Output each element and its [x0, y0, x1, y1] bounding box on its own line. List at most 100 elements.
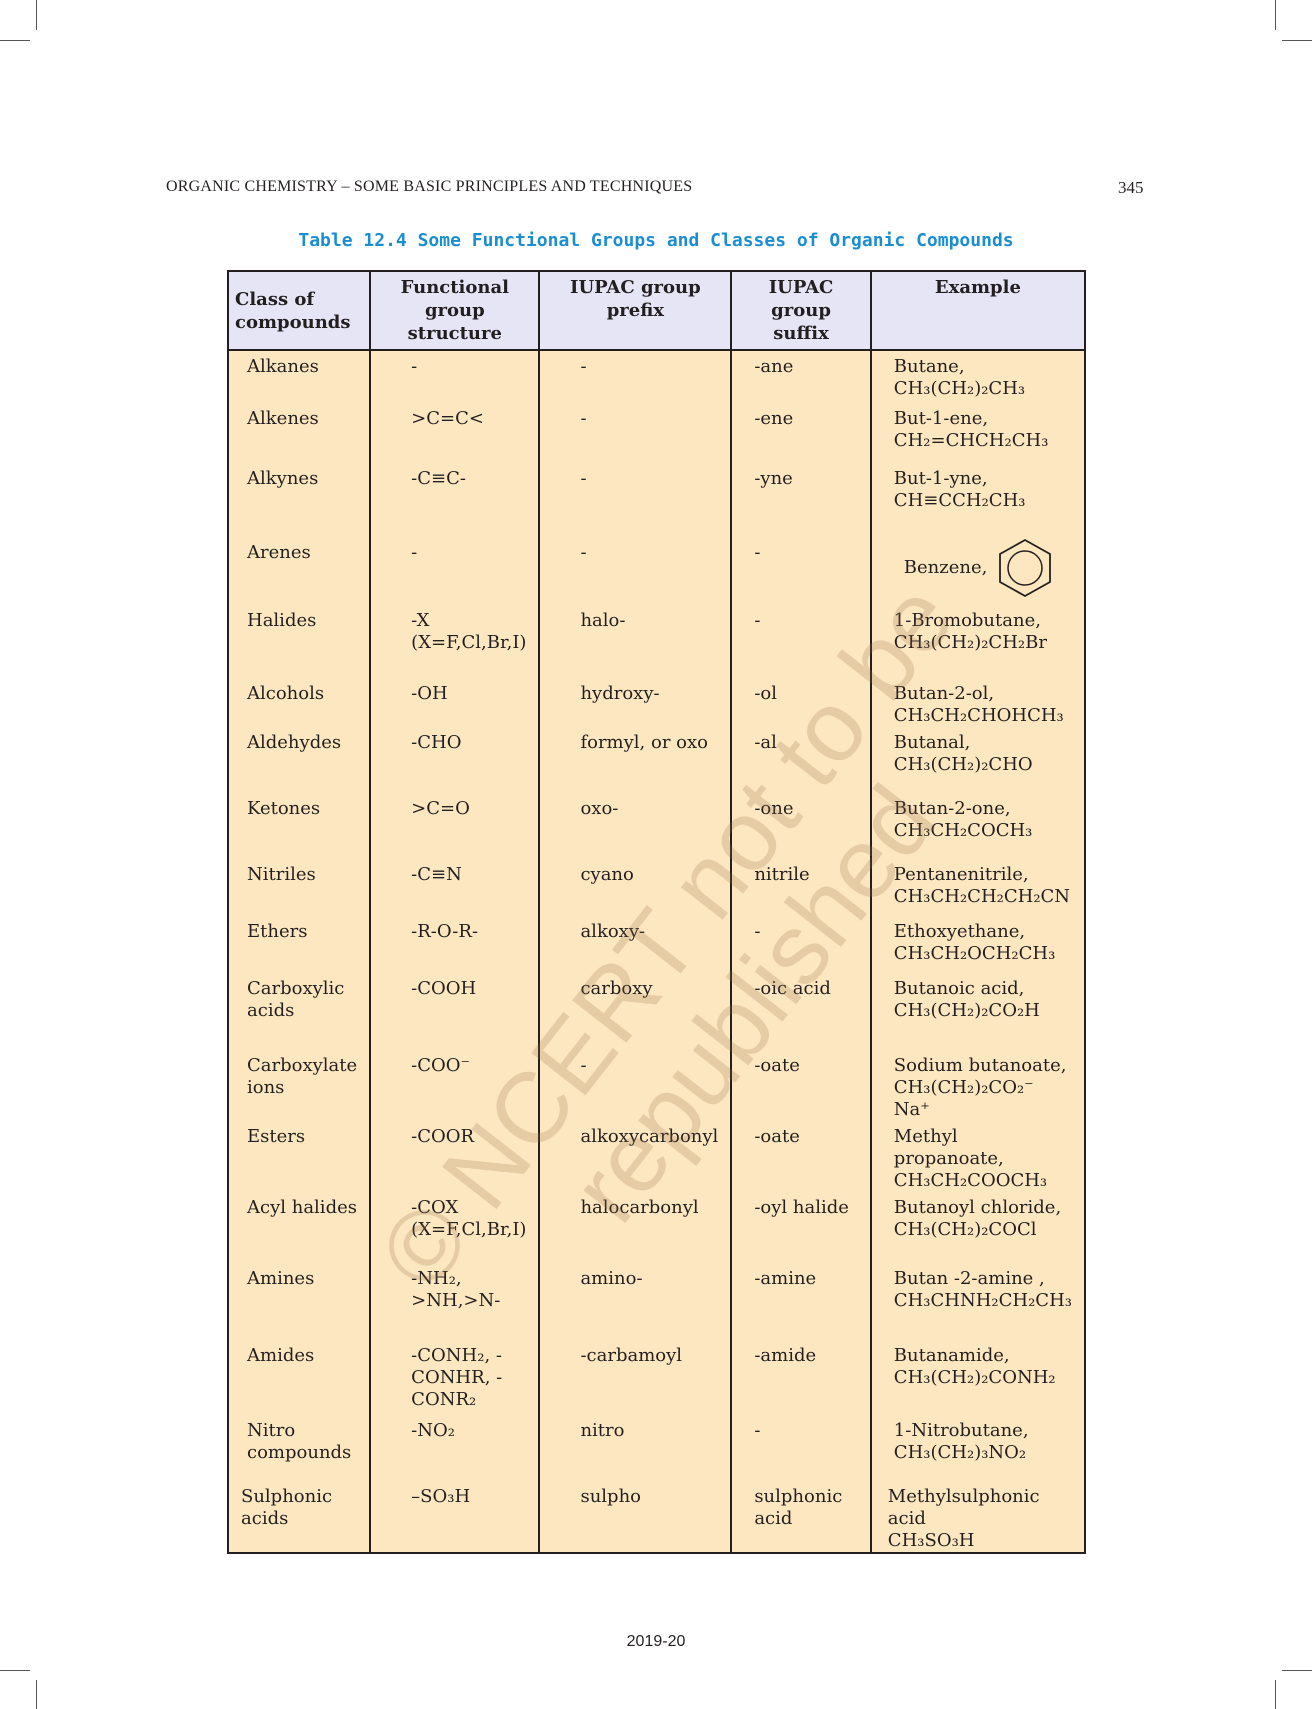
cell-structure: -NO₂	[369, 1415, 541, 1481]
table-row: Amides -CONH₂, -CONHR, -CONR₂ -carbamoyl -a…	[226, 1340, 1087, 1415]
example-name: Butan-2-ol,	[893, 683, 995, 704]
cell-suffix: -oate	[730, 1121, 872, 1192]
cell-suffix: nitrile	[730, 859, 872, 916]
cell-structure: –SO₃H	[369, 1481, 541, 1553]
cell-structure: -X (X=F,Cl,Br,I)	[369, 605, 541, 678]
cell-example: Methylsulphonic acid CH₃SO₃H	[869, 1481, 1087, 1553]
cell-suffix: -ol	[730, 678, 872, 727]
cell-suffix: -al	[730, 727, 872, 793]
table-header-row: Class of compounds Functional group stru…	[226, 270, 1087, 351]
example-formula: CH₃(CH₂)₂CONH₂	[893, 1367, 1056, 1388]
cell-prefix: -	[538, 1050, 733, 1121]
crop-mark	[1282, 40, 1312, 41]
crop-mark	[36, 1680, 37, 1709]
header-example: Example	[869, 270, 1087, 351]
cell-structure: -NH₂, >NH,>N-	[369, 1263, 541, 1340]
cell-example: Butan-2-one, CH₃CH₂COCH₃	[869, 793, 1087, 859]
cell-prefix: -	[538, 463, 733, 537]
functional-groups-table: Class of compounds Functional group stru…	[226, 270, 1087, 1554]
cell-example: Methyl propanoate, CH₃CH₂COOCH₃	[869, 1121, 1087, 1192]
header-class: Class of compounds	[226, 270, 372, 351]
crop-mark	[1275, 0, 1276, 30]
crop-mark	[1282, 1670, 1312, 1671]
cell-suffix: -ene	[730, 403, 872, 463]
benzene-ring-icon	[999, 538, 1052, 598]
cell-class: Ethers	[226, 916, 372, 973]
cell-class: Aldehydes	[226, 727, 372, 793]
cell-class: Alkenes	[226, 403, 372, 463]
example-formula: CH₃CH₂CHOHCH₃	[893, 705, 1064, 726]
table-row: Esters -COOR alkoxycarbonyl -oate Methyl pro…	[226, 1121, 1087, 1192]
table-row: Alkenes >C=C< - -ene But-1-ene, CH₂=CHCH₂CH₃	[226, 403, 1087, 463]
table-row: Nitriles -C≡N cyano nitrile Pentanenitrile, C…	[226, 859, 1087, 916]
cell-prefix: amino-	[538, 1263, 733, 1340]
cell-example: Butane, CH₃(CH₂)₂CH₃	[869, 350, 1087, 403]
cell-prefix: halo-	[538, 605, 733, 678]
table-row: Acyl halides -COX (X=F,Cl,Br,I) halocarbon…	[226, 1192, 1087, 1263]
cell-class: Carboxylic acids	[226, 973, 372, 1050]
table-row: Aldehydes -CHO formyl, or oxo -al Butanal, CH…	[226, 727, 1087, 793]
cell-suffix: -	[730, 537, 872, 605]
cell-prefix: nitro	[538, 1415, 733, 1481]
example-formula: CH₃CH₂COOCH₃	[893, 1170, 1048, 1191]
cell-prefix: cyano	[538, 859, 733, 916]
table-row: Arenes - - - Benzene,	[226, 537, 1087, 605]
example-name: Methyl propanoate,	[893, 1126, 1004, 1169]
cell-example: Butan-2-ol, CH₃CH₂CHOHCH₃	[869, 678, 1087, 727]
page-number: 345	[1118, 178, 1144, 197]
cell-example: Butanamide, CH₃(CH₂)₂CONH₂	[869, 1340, 1087, 1415]
example-formula: CH₃SO₃H	[887, 1530, 975, 1551]
cell-example: But-1-ene, CH₂=CHCH₂CH₃	[869, 403, 1087, 463]
example-formula: CH₃(CH₂)₂CH₃	[893, 378, 1026, 399]
example-name: Pentanenitrile,	[893, 864, 1029, 885]
cell-example: Butanoyl chloride, CH₃(CH₂)₂COCl	[869, 1192, 1087, 1263]
example-formula: CH₂=CHCH₂CH₃	[893, 430, 1049, 451]
cell-class: Acyl halides	[226, 1192, 372, 1263]
cell-prefix: -carbamoyl	[538, 1340, 733, 1415]
example-name: Butane,	[893, 356, 965, 377]
cell-class: Nitro compounds	[226, 1415, 372, 1481]
cell-structure: -OH	[369, 678, 541, 727]
cell-suffix: -	[730, 1415, 872, 1481]
cell-example: Pentanenitrile, CH₃CH₂CH₂CH₂CN	[869, 859, 1087, 916]
cell-structure: -C≡N	[369, 859, 541, 916]
table-row: Carboxylic acids -COOH carboxy -oic acid But…	[226, 973, 1087, 1050]
cell-prefix: -	[538, 350, 733, 403]
example-name: But-1-yne,	[893, 468, 988, 489]
cell-class: Carboxylate ions	[226, 1050, 372, 1121]
cell-class: Arenes	[226, 537, 372, 605]
cell-prefix: halocarbonyl	[538, 1192, 733, 1263]
example-formula: CH₃CH₂COCH₃	[893, 820, 1033, 841]
example-formula: CH₃CH₂CH₂CH₂CN	[893, 886, 1071, 907]
example-formula: CH₃(CH₂)₂CH₂Br	[893, 632, 1047, 653]
crop-mark	[36, 0, 37, 30]
cell-suffix: -	[730, 605, 872, 678]
cell-suffix: -yne	[730, 463, 872, 537]
example-formula: CH₃CH₂OCH₂CH₃	[893, 943, 1056, 964]
cell-suffix: -oic acid	[730, 973, 872, 1050]
cell-example: Butanoic acid, CH₃(CH₂)₂CO₂H	[869, 973, 1087, 1050]
example-name: Methylsulphonic acid	[887, 1486, 1040, 1529]
header-suffix: IUPAC group suffix	[730, 270, 872, 351]
cell-suffix: -amine	[730, 1263, 872, 1340]
header-structure: Functional group structure	[369, 270, 541, 351]
table-row: Ethers -R-O-R-alkoxy- - Ethoxyethane, CH₃CH₂…	[226, 916, 1087, 973]
table-row: Alcohols -OH hydroxy- -ol Butan-2-ol, CH₃CH₂C…	[226, 678, 1087, 727]
cell-class: Alkynes	[226, 463, 372, 537]
table-row: Alkanes - - -ane Butane, CH₃(CH₂)₂CH₃	[226, 350, 1087, 403]
cell-example: Benzene,	[869, 537, 1087, 605]
example-name: Butanal,	[893, 732, 971, 753]
cell-class: Ketones	[226, 793, 372, 859]
cell-class: Amines	[226, 1263, 372, 1340]
cell-example: 1-Nitrobutane, CH₃(CH₂)₃NO₂	[869, 1415, 1087, 1481]
example-name: 1-Bromobutane,	[893, 610, 1041, 631]
example-formula: CH₃CHNH₂CH₂CH₃	[893, 1290, 1072, 1311]
table-title: Table 12.4 Some Functional Groups and Cl…	[298, 230, 1014, 251]
example-name: Sodium butanoate,	[893, 1055, 1067, 1076]
cell-class: Esters	[226, 1121, 372, 1192]
crop-mark	[0, 40, 30, 41]
cell-prefix: hydroxy-	[538, 678, 733, 727]
example-formula: CH≡CCH₂CH₃	[893, 490, 1026, 511]
cell-example: Sodium butanoate, CH₃(CH₂)₂CO₂⁻ Na⁺	[869, 1050, 1087, 1121]
cell-prefix: carboxy	[538, 973, 733, 1050]
